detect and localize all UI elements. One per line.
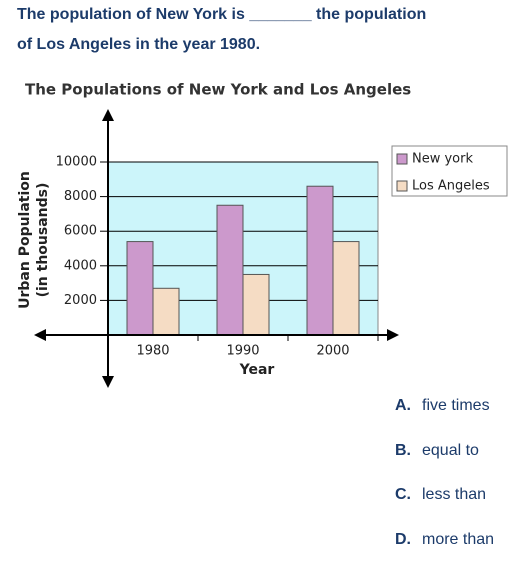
option-text: more than — [422, 530, 495, 548]
x-axis-label: Year — [239, 362, 275, 378]
answer-option[interactable]: A. five times — [395, 397, 490, 415]
y-axis-label: Urban Population — [17, 171, 33, 309]
option-letter: C. — [395, 486, 411, 503]
x-tick-label: 2000 — [316, 344, 349, 359]
question-line: of Los Angeles in the year 1980. — [17, 36, 261, 53]
option-text: five times — [422, 397, 490, 414]
legend-box — [391, 145, 508, 197]
bar — [306, 185, 334, 336]
y-tick-label: 6000 — [64, 224, 97, 239]
legend-label: New york — [412, 152, 473, 167]
x-tick-label: 1990 — [226, 344, 259, 359]
chart-title: The Populations of New York and Los Ange… — [25, 81, 411, 99]
y-tick-label: 10000 — [56, 155, 97, 170]
bar — [152, 287, 180, 336]
bar — [126, 241, 154, 336]
y-axis-label: (in thousands) — [35, 183, 51, 298]
answer-option[interactable]: C. less than — [395, 486, 486, 504]
option-text: less than — [422, 486, 487, 503]
chart: The Populations of New York and Los Ange… — [17, 81, 508, 388]
legend-swatch — [396, 153, 408, 165]
option-letter: B. — [395, 441, 411, 459]
x-tick-label: 1980 — [136, 344, 169, 359]
answer-option[interactable]: B. equal to — [395, 442, 479, 460]
option-letter: D. — [395, 530, 411, 548]
bar — [332, 241, 360, 336]
legend-swatch — [396, 180, 408, 192]
bar — [216, 204, 244, 336]
answer-option[interactable]: D. more than — [395, 531, 494, 549]
question-line: The population of New York is _______ th… — [17, 6, 427, 23]
option-letter: A. — [395, 397, 411, 414]
y-tick-label: 8000 — [64, 189, 97, 204]
y-tick-label: 4000 — [64, 258, 97, 273]
legend-label: Los Angeles — [412, 179, 490, 194]
y-tick-label: 2000 — [64, 293, 97, 308]
bar — [242, 273, 270, 336]
option-text: equal to — [422, 441, 479, 459]
